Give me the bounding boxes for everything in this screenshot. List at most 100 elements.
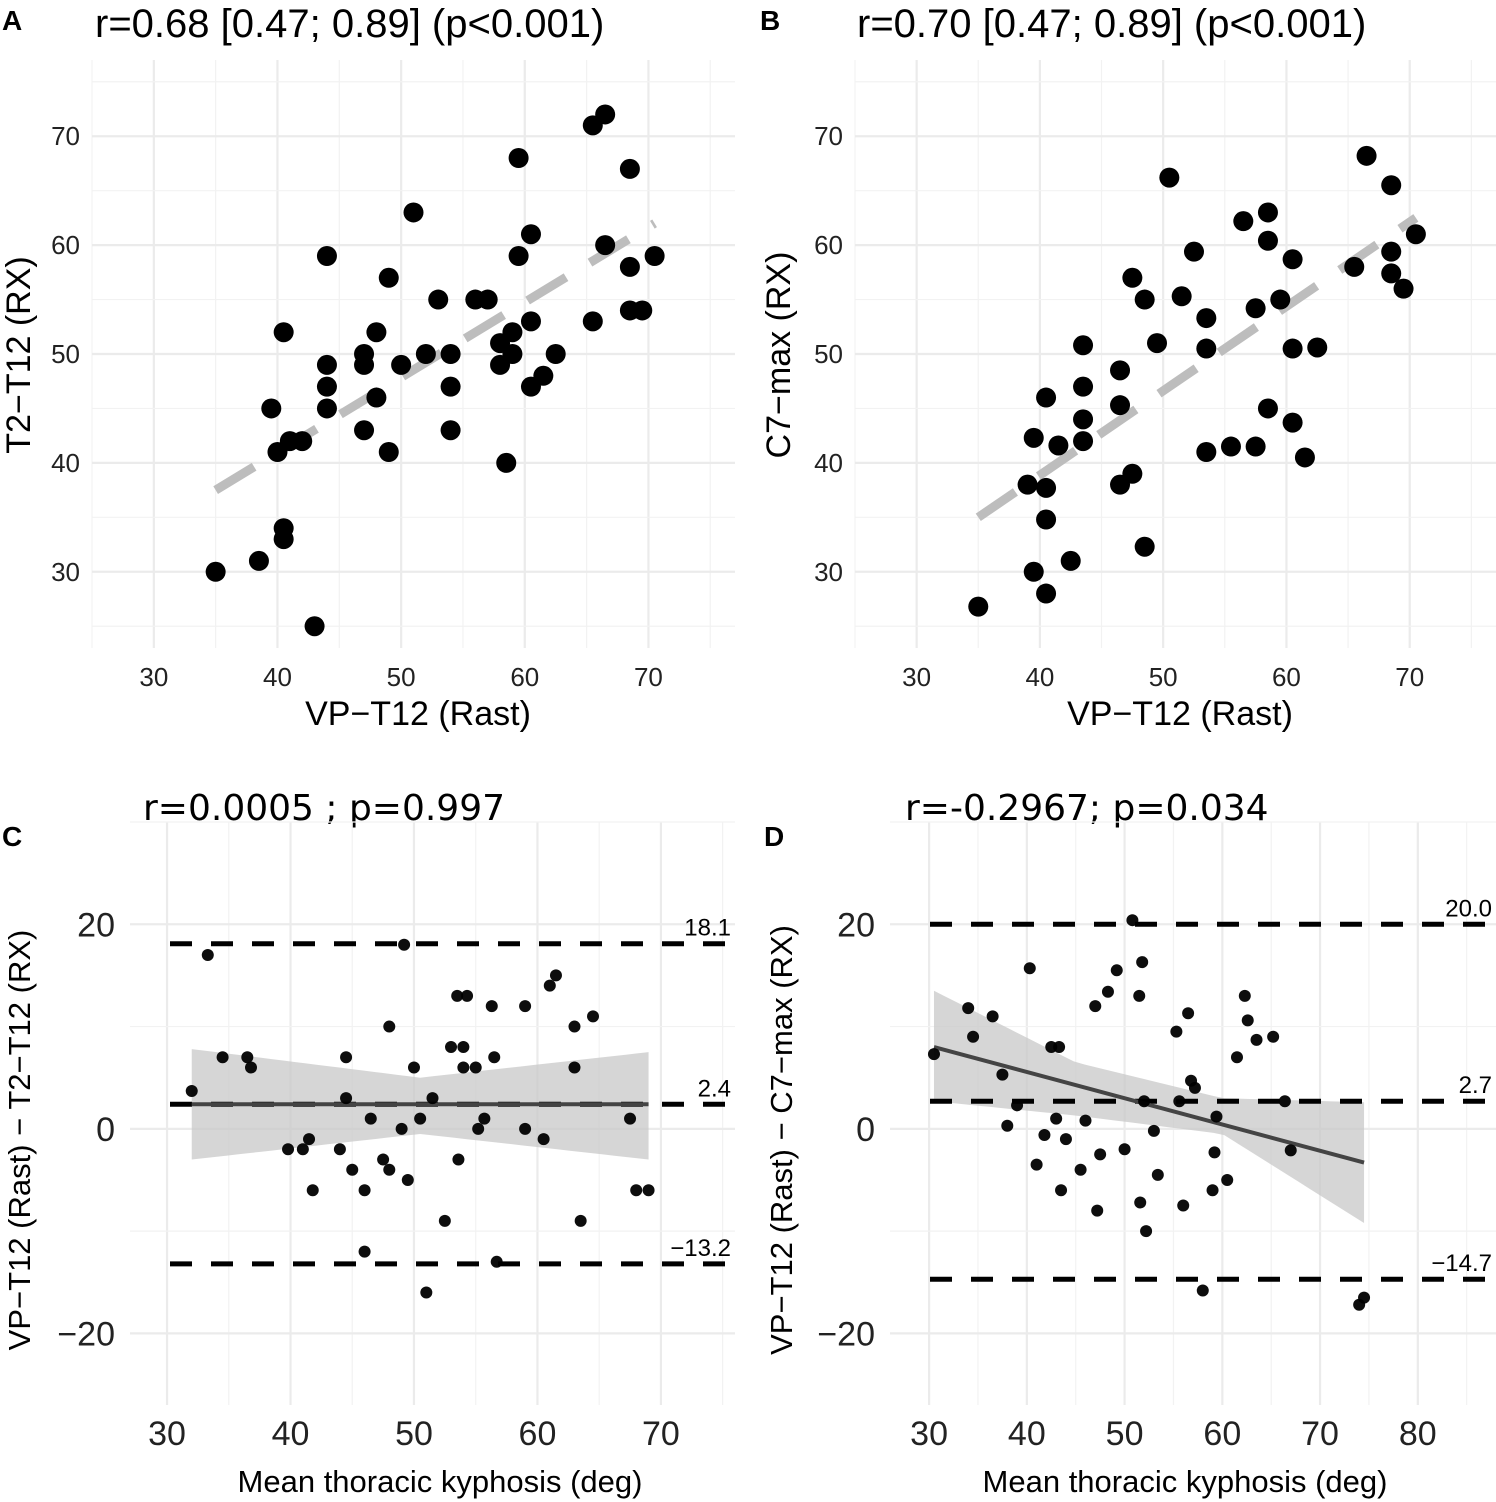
data-point [340, 1092, 353, 1105]
panel-b: B r=0.70 [0.47; 0.89] (p<0.001) 30 40 50 60… [760, 2, 1496, 733]
x-tick-label: 30 [910, 1415, 948, 1453]
data-point [1356, 145, 1377, 166]
panel-b-x-axis-label: VP−T12 (Rast) [1067, 695, 1293, 733]
data-point [1294, 447, 1315, 468]
data-point [1110, 395, 1131, 416]
data-point [378, 267, 399, 288]
data-point [457, 1061, 470, 1074]
panel-d-x-ticks: 30 40 50 60 70 80 [910, 1415, 1437, 1453]
data-point [185, 1084, 198, 1097]
data-point [205, 561, 226, 582]
data-point [1073, 409, 1094, 430]
data-point [1030, 1158, 1043, 1171]
data-point [1138, 1095, 1151, 1108]
data-point [415, 344, 436, 364]
x-tick-label: 50 [387, 662, 416, 692]
data-point [1133, 989, 1146, 1002]
data-point [519, 1000, 532, 1013]
y-tick-label: 20 [77, 906, 115, 944]
x-tick-label: 60 [519, 1415, 557, 1453]
limit-label: 2.4 [698, 1075, 731, 1102]
data-point [1245, 298, 1266, 319]
data-point [451, 989, 464, 1002]
data-point [927, 1048, 940, 1061]
limit-label: 20.0 [1445, 895, 1492, 922]
data-point [245, 1061, 257, 1074]
data-point [1094, 1148, 1107, 1161]
data-point [1036, 477, 1057, 498]
y-tick-label: 0 [856, 1111, 875, 1149]
data-point [426, 1092, 439, 1105]
x-tick-label: 40 [272, 1415, 310, 1453]
data-point [378, 442, 399, 462]
data-point [440, 344, 461, 364]
y-tick-label: 40 [51, 448, 80, 478]
data-point [1278, 1095, 1291, 1108]
data-point [488, 1051, 501, 1064]
data-point [1073, 335, 1094, 356]
data-point [340, 1051, 353, 1064]
panel-b-x-ticks: 30 40 50 60 70 [902, 662, 1424, 692]
data-point [967, 1030, 980, 1043]
data-point [1405, 224, 1426, 245]
data-point [1358, 1291, 1371, 1304]
data-point [537, 1133, 550, 1146]
data-point [420, 1286, 433, 1299]
data-point [1036, 509, 1057, 530]
data-point [490, 1255, 503, 1268]
panel-a-grid [91, 60, 735, 648]
y-tick-label: 70 [814, 121, 843, 151]
data-point [354, 420, 375, 441]
data-point [1110, 360, 1131, 381]
data-point [996, 1068, 1009, 1081]
data-point [282, 1143, 295, 1156]
panel-a: A r=0.68 [0.47; 0.89] (p<0.001) 30 40 50 60… [0, 2, 735, 733]
y-tick-label: 60 [51, 230, 80, 260]
data-point [1140, 1225, 1153, 1238]
data-point [630, 1184, 643, 1197]
data-point [1101, 985, 1114, 998]
data-point [377, 1153, 390, 1166]
data-point [520, 311, 541, 332]
data-point [519, 1122, 532, 1135]
data-point [568, 1061, 581, 1074]
x-tick-label: 60 [1203, 1415, 1241, 1453]
panel-a-x-axis-label: VP−T12 (Rast) [305, 695, 531, 733]
data-point [316, 398, 337, 419]
data-point [1381, 175, 1402, 196]
data-point [1257, 230, 1278, 251]
limit-label: −14.7 [1431, 1250, 1492, 1277]
panel-d-y-ticks: −20 0 20 [817, 906, 875, 1353]
data-point [1122, 463, 1143, 484]
data-point [1079, 1114, 1092, 1127]
data-point [619, 158, 640, 179]
x-tick-label: 70 [1395, 662, 1424, 692]
data-point [248, 550, 269, 571]
data-point [1074, 1163, 1087, 1176]
data-point [1173, 1095, 1186, 1108]
data-point [273, 322, 294, 343]
panel-d-title: r=-0.2967; p=0.034 [905, 788, 1269, 829]
data-point [986, 1010, 999, 1023]
panel-d-y-axis-label: VP−T12 (Rast) − C7−max (RX) [764, 925, 799, 1355]
data-point [440, 376, 461, 397]
data-point [1245, 436, 1266, 457]
data-point [461, 989, 474, 1002]
data-point [1220, 436, 1241, 457]
x-tick-label: 40 [263, 662, 292, 692]
panel-b-y-axis-label: C7−max (RX) [760, 252, 798, 459]
data-point [1284, 1144, 1297, 1157]
data-point [1393, 278, 1414, 299]
data-point [306, 1184, 319, 1197]
limit-label: 2.7 [1459, 1072, 1492, 1099]
data-point [1059, 1133, 1072, 1146]
data-point [1036, 583, 1057, 604]
data-point [216, 1051, 229, 1064]
data-point [1250, 1033, 1263, 1046]
data-point [1171, 286, 1192, 307]
data-point [457, 1041, 470, 1054]
data-point [1230, 1051, 1243, 1064]
data-point [508, 246, 529, 266]
panel-b-y-ticks: 30 40 50 60 70 [814, 121, 843, 587]
panel-label-c: C [2, 821, 22, 852]
